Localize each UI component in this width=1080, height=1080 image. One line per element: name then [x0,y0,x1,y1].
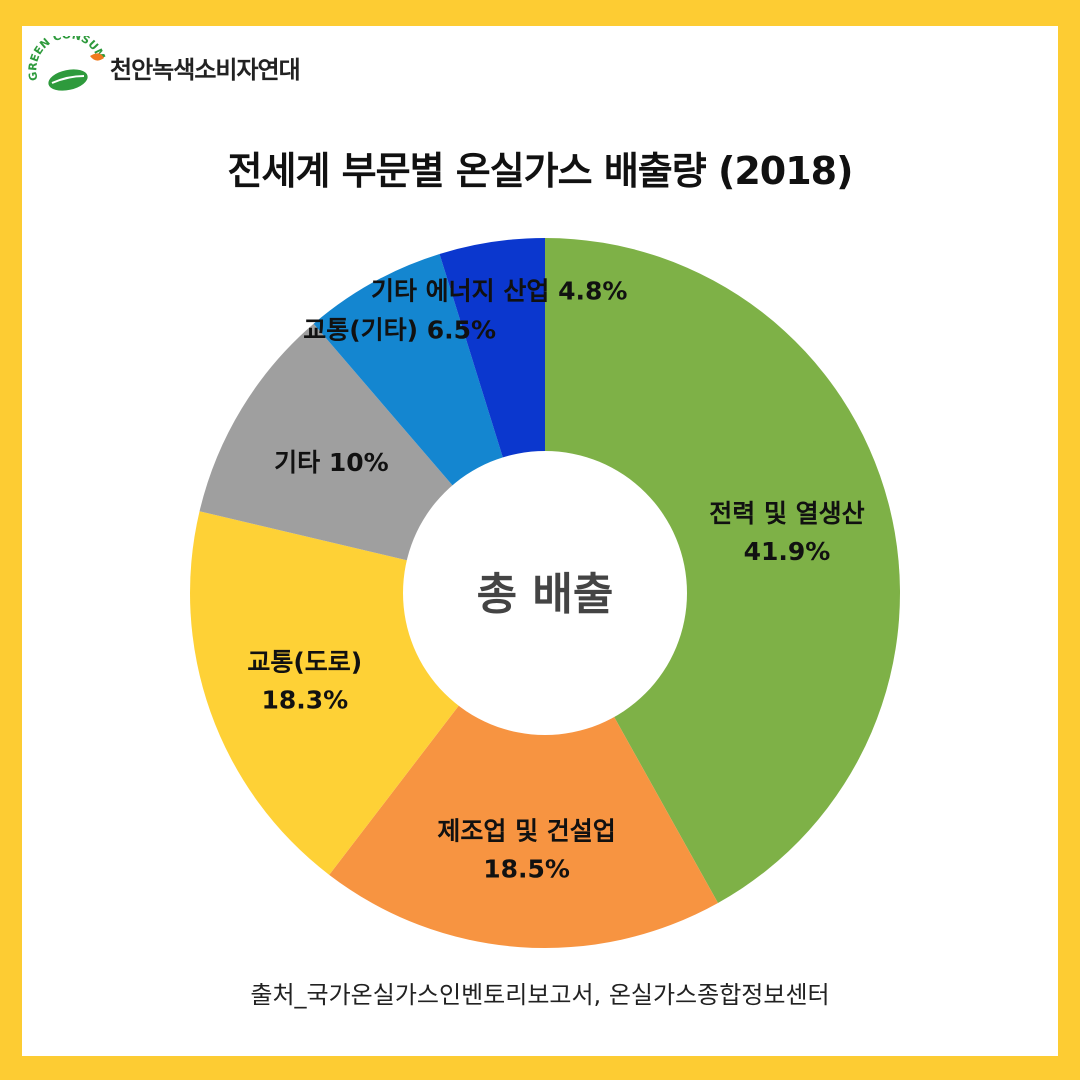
slice-2 [329,593,718,948]
slice-label-5: 교통(기타) 6.5% [303,316,496,345]
slice-category-2: 제조업 및 건설업 [437,816,615,845]
chart-title: 전세계 부문별 온실가스 배출량 (2018) [227,149,854,193]
slice-value-2: 18.5% [483,854,570,883]
slice-value-1: 41.9% [744,537,831,566]
slice-label-1: 전력 및 열생산 41.9% [709,499,864,566]
org-name: 천안녹색소비자연대 [110,56,301,84]
slice-category-3: 교통(도로) [247,648,362,677]
slice-label-6: 기타 에너지 산업 4.8% [371,276,627,305]
slice-value-3: 18.3% [261,686,348,715]
source-note: 출처_국가온실가스인벤토리보고서, 온실가스종합정보센터 [250,981,830,1009]
slice-category-1: 전력 및 열생산 [709,499,864,528]
slice-1 [545,238,900,904]
leaf-icon: GREEN CONSUMER [24,36,108,91]
slice-label-2: 제조업 및 건설업 18.5% [437,816,615,883]
center-label: 총 배출 [477,569,614,620]
slice-label-4: 기타 10% [274,448,389,477]
donut-hole [403,451,687,735]
slice-label-3: 교통(도로) 18.3% [247,648,362,715]
